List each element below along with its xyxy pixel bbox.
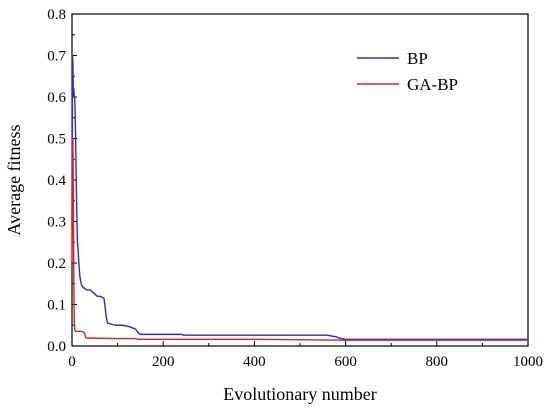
x-tick-label: 0: [68, 354, 76, 370]
legend-label: BP: [407, 49, 428, 68]
x-tick-label: 600: [334, 354, 357, 370]
x-tick-label: 1000: [513, 354, 543, 370]
y-tick-label: 0.2: [47, 256, 66, 272]
y-tick-label: 0.1: [47, 298, 66, 314]
x-axis-title: Evolutionary number: [223, 384, 376, 404]
legend: BP GA-BP: [357, 49, 458, 94]
y-tick-label: 0.0: [47, 339, 66, 355]
y-tick-label: 0.3: [47, 215, 66, 231]
y-axis-title: Average fitness: [4, 124, 24, 235]
plot-frame: [71, 13, 529, 347]
y-tick-label: 0.6: [47, 90, 66, 106]
axis-tick-labels: 0 200 400 600 800 1000 0.0 0.1 0.2 0.3 0.4 0.5 0.6 0.…: [47, 7, 543, 370]
x-tick-label: 800: [426, 354, 449, 370]
series-line-ga-bp: [71, 137, 528, 341]
x-tick-label: 200: [152, 354, 175, 370]
series-line-bp: [71, 54, 528, 341]
y-tick-label: 0.4: [47, 173, 66, 189]
series-lines: [71, 54, 528, 341]
y-tick-label: 0.5: [47, 132, 66, 148]
plot-area: [71, 13, 529, 347]
x-tick-label: 400: [243, 354, 266, 370]
axis-ticks: [71, 13, 529, 347]
legend-label: GA-BP: [407, 75, 458, 94]
y-tick-label: 0.8: [47, 7, 66, 23]
y-tick-label: 0.7: [47, 49, 66, 65]
